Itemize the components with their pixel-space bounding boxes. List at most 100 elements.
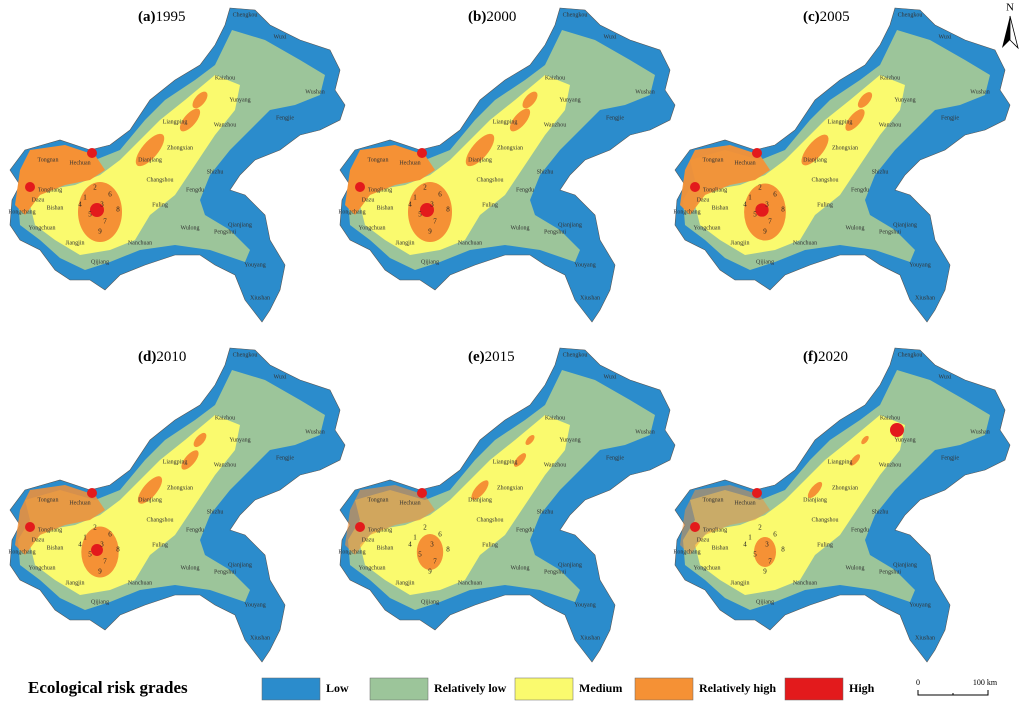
zone-relatively-high bbox=[807, 481, 823, 499]
place-name: Xiushan bbox=[250, 295, 270, 301]
place-name: Fengdu bbox=[851, 527, 869, 533]
panel-label: (c) bbox=[803, 9, 820, 25]
place-name: Qianjiang bbox=[228, 222, 252, 228]
place-name: Shizhu bbox=[537, 509, 554, 515]
place-name: Zhongxian bbox=[167, 145, 193, 151]
place-name: Changshou bbox=[477, 177, 504, 183]
district-number: 9 bbox=[763, 568, 767, 576]
district-number: 6 bbox=[773, 531, 777, 539]
place-name: Tongnan bbox=[368, 497, 389, 503]
place-name: Wuxi bbox=[273, 34, 286, 40]
place-name: Dianjiang bbox=[468, 497, 492, 503]
legend-label: Relatively high bbox=[699, 681, 776, 695]
place-name: Rongchang bbox=[673, 209, 700, 215]
place-name: Shizhu bbox=[207, 509, 224, 515]
place-name: Fengjie bbox=[941, 115, 959, 121]
zone-high bbox=[417, 488, 427, 498]
place-name: Tongnan bbox=[703, 157, 724, 163]
district-number: 7 bbox=[433, 558, 437, 566]
zone-high bbox=[752, 488, 762, 498]
district-number: 4 bbox=[408, 541, 412, 549]
district-number: 7 bbox=[433, 218, 437, 226]
place-name: Bishan bbox=[377, 205, 394, 211]
place-name: Chengkou bbox=[233, 352, 258, 358]
place-name: Liangping bbox=[828, 459, 853, 465]
place-name: Tongliang bbox=[38, 187, 62, 193]
place-name: Wushan bbox=[970, 89, 989, 95]
place-name: Tongnan bbox=[38, 157, 59, 163]
place-name: Qianjiang bbox=[893, 222, 917, 228]
district-number: 3 bbox=[100, 201, 104, 209]
place-name: Wulong bbox=[845, 565, 864, 571]
district-number: 1 bbox=[748, 534, 752, 542]
panel-title: (d)2010 bbox=[138, 349, 186, 365]
zone-relatively-high bbox=[849, 454, 861, 466]
place-name: Fuling bbox=[482, 202, 498, 208]
place-name: Tongnan bbox=[368, 157, 389, 163]
place-name: Qijiang bbox=[421, 599, 439, 605]
place-name: Changshou bbox=[812, 517, 839, 523]
zone-relatively-high bbox=[754, 537, 776, 567]
place-name: Qijiang bbox=[91, 259, 109, 265]
place-name: Zhongxian bbox=[497, 485, 523, 491]
legend-label: Low bbox=[326, 681, 349, 695]
district-number: 5 bbox=[88, 551, 92, 559]
place-name: Wulong bbox=[180, 225, 199, 231]
district-number: 8 bbox=[116, 546, 120, 554]
place-name: Hechuan bbox=[69, 500, 90, 506]
district-number: 3 bbox=[765, 541, 769, 549]
place-name: Rongchang bbox=[8, 549, 35, 555]
place-name: Liangping bbox=[163, 459, 188, 465]
place-name: Tongliang bbox=[38, 527, 62, 533]
place-name: Wuxi bbox=[938, 374, 951, 380]
place-name: Yongchuan bbox=[28, 225, 55, 231]
map-panel: Chengkou Wuxi Kaizhou Wushan Yunyang Fengjie W… bbox=[338, 347, 676, 663]
place-name: Yongchuan bbox=[358, 225, 385, 231]
place-name: Fuling bbox=[152, 542, 168, 548]
place-name: Wuxi bbox=[938, 34, 951, 40]
scale-start: 0 bbox=[916, 678, 920, 687]
district-number: 6 bbox=[773, 191, 777, 199]
place-name: Pengshui bbox=[214, 229, 236, 235]
district-number: 7 bbox=[768, 558, 772, 566]
scale-end: 100 km bbox=[973, 678, 998, 687]
district-number: 5 bbox=[418, 211, 422, 219]
zone-relatively-high bbox=[857, 92, 873, 108]
north-label: N bbox=[1006, 2, 1014, 14]
zone-high bbox=[752, 148, 762, 158]
zone-relatively-high bbox=[416, 534, 444, 570]
place-name: Bishan bbox=[47, 545, 64, 551]
district-number: 8 bbox=[446, 206, 450, 214]
district-number: 6 bbox=[108, 531, 112, 539]
place-name: Dianjiang bbox=[803, 157, 827, 163]
place-name: Zhongxian bbox=[497, 145, 523, 151]
place-name: Fengjie bbox=[941, 455, 959, 461]
panel-year: 2000 bbox=[486, 9, 516, 25]
zone-relatively-high bbox=[525, 435, 535, 445]
place-name: Fuling bbox=[817, 202, 833, 208]
place-name: Pengshui bbox=[544, 229, 566, 235]
district-number: 5 bbox=[88, 211, 92, 219]
place-name: Nanchuan bbox=[128, 580, 152, 586]
place-name: Dianjiang bbox=[468, 157, 492, 163]
place-name: Qijiang bbox=[756, 259, 774, 265]
zone-relatively-high bbox=[801, 134, 829, 166]
place-name: Youyang bbox=[909, 602, 930, 608]
district-number: 9 bbox=[428, 228, 432, 236]
legend-swatch bbox=[369, 677, 429, 701]
place-name: Hechuan bbox=[734, 500, 755, 506]
map-panel: Chengkou Wuxi Kaizhou Wushan Yunyang Fengjie W… bbox=[8, 347, 346, 663]
place-name: Tongnan bbox=[38, 497, 59, 503]
district-number: 4 bbox=[743, 201, 747, 209]
legend: Ecological risk grades Low Relatively low… bbox=[28, 677, 875, 701]
place-name: Yunyang bbox=[894, 97, 915, 103]
place-name: Hechuan bbox=[734, 160, 755, 166]
place-name: Shizhu bbox=[872, 169, 889, 175]
zone-high bbox=[25, 522, 35, 532]
zone-relatively-high bbox=[345, 145, 435, 215]
place-name: Yongchuan bbox=[693, 565, 720, 571]
place-name: Fengdu bbox=[516, 187, 534, 193]
zone-high bbox=[690, 522, 700, 532]
district-number: 2 bbox=[423, 184, 427, 192]
place-name: Dazu bbox=[362, 197, 375, 203]
